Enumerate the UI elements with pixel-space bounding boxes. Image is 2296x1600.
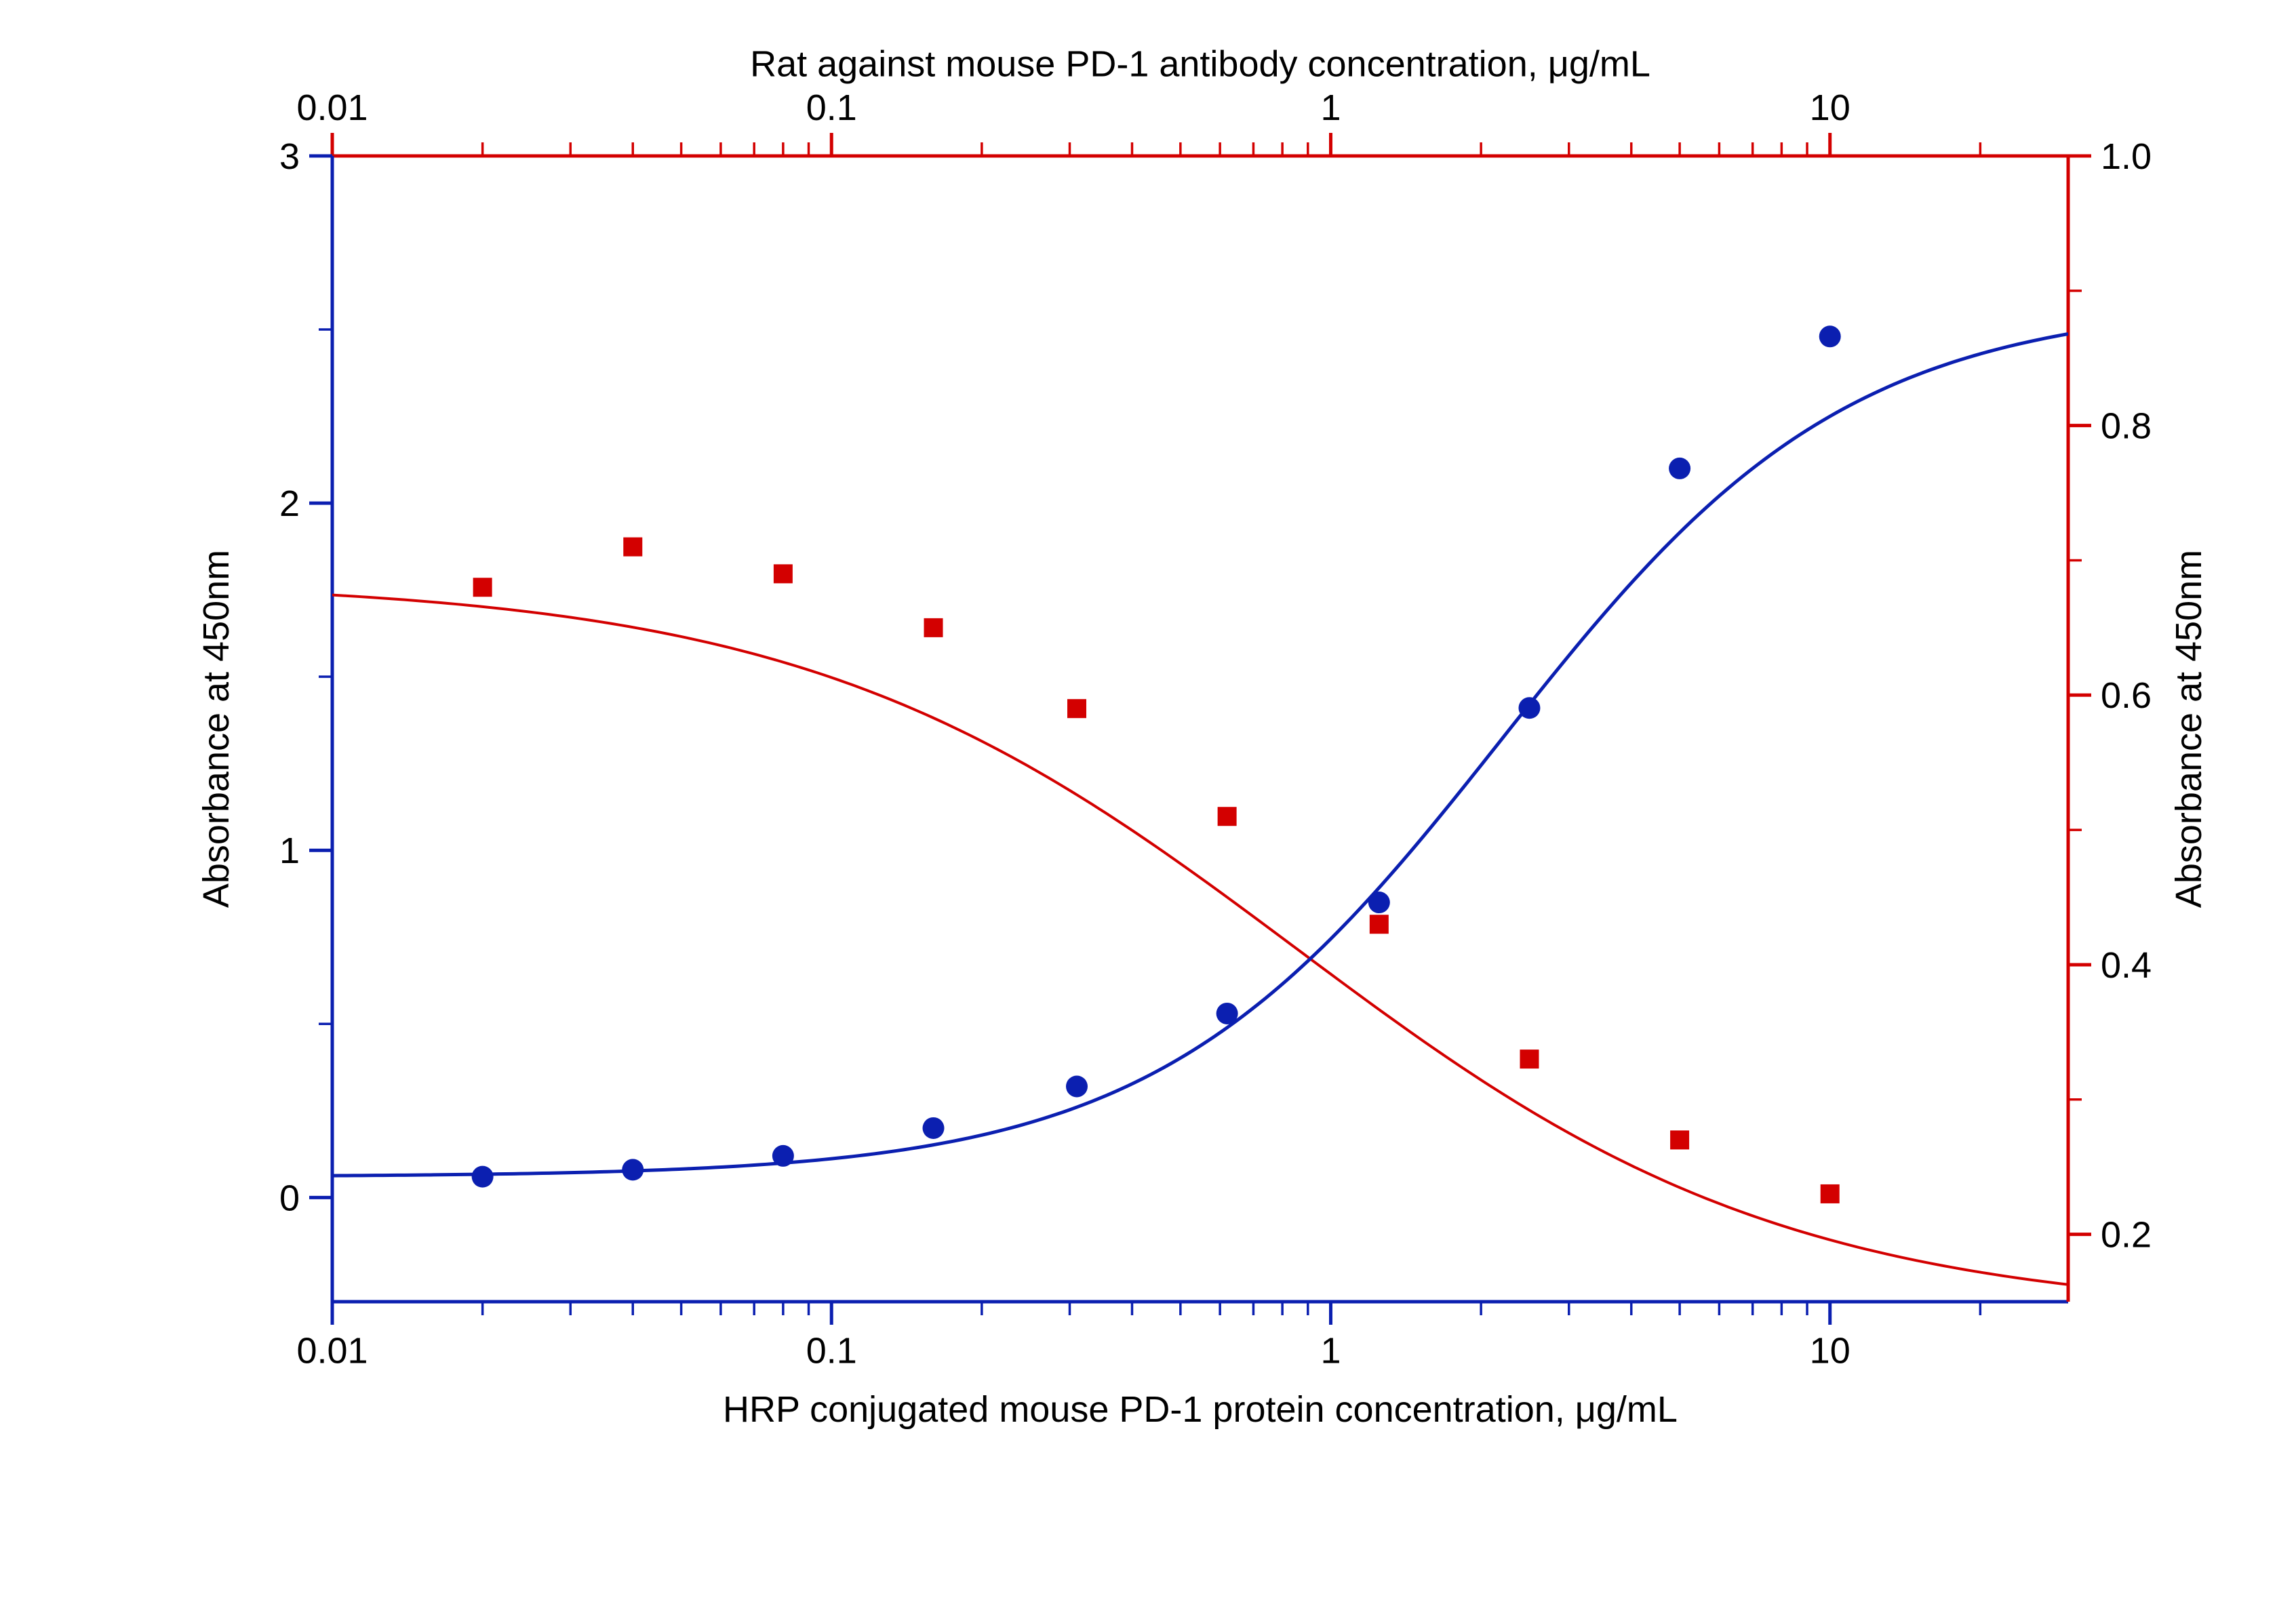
x-bottom-tick-label: 0.01 xyxy=(296,1331,368,1372)
blue-data-point xyxy=(1819,325,1841,347)
x-bottom-tick-label: 0.1 xyxy=(806,1331,857,1372)
blue-fit-curve xyxy=(332,334,2068,1176)
x-top-tick-label: 0.1 xyxy=(806,87,857,128)
blue-data-point xyxy=(1518,697,1540,719)
red-data-point xyxy=(473,578,492,597)
y-right-tick-label: 1.0 xyxy=(2101,136,2152,177)
y-left-tick-label: 1 xyxy=(279,831,300,871)
red-data-point xyxy=(623,538,642,557)
red-data-point xyxy=(1821,1184,1840,1203)
y-left-tick-label: 3 xyxy=(279,136,300,177)
x-top-tick-label: 0.01 xyxy=(296,87,368,128)
chart-svg: 0.010.1110HRP conjugated mouse PD-1 prot… xyxy=(0,0,2296,1600)
y-left-tick-label: 0 xyxy=(279,1178,300,1218)
red-data-point xyxy=(1520,1049,1539,1068)
red-data-point xyxy=(1670,1130,1689,1149)
x-bottom-tick-label: 1 xyxy=(1320,1331,1341,1372)
y-left-axis-label: Absorbance at 450nm xyxy=(196,550,237,908)
red-data-point xyxy=(1067,699,1086,718)
blue-data-point xyxy=(472,1166,494,1188)
blue-data-point xyxy=(772,1145,794,1167)
blue-data-point xyxy=(1669,458,1690,479)
blue-data-point xyxy=(923,1117,945,1139)
y-right-tick-label: 0.4 xyxy=(2101,945,2152,986)
blue-data-point xyxy=(622,1159,644,1180)
chart-container: 0.010.1110HRP conjugated mouse PD-1 prot… xyxy=(0,0,2296,1600)
blue-data-point xyxy=(1216,1003,1238,1024)
y-left-tick-label: 2 xyxy=(279,483,300,524)
red-data-point xyxy=(1218,807,1237,826)
x-bottom-tick-label: 10 xyxy=(1810,1331,1850,1372)
x-top-tick-label: 1 xyxy=(1320,87,1341,128)
blue-data-point xyxy=(1368,892,1390,913)
red-data-point xyxy=(1370,915,1389,934)
x-bottom-axis-label: HRP conjugated mouse PD-1 protein concen… xyxy=(723,1389,1678,1430)
y-right-tick-label: 0.6 xyxy=(2101,675,2152,716)
blue-data-point xyxy=(1066,1075,1088,1097)
red-data-point xyxy=(774,564,793,583)
x-top-tick-label: 10 xyxy=(1810,87,1850,128)
red-data-point xyxy=(924,618,943,637)
y-right-tick-label: 0.2 xyxy=(2101,1214,2152,1255)
red-fit-curve xyxy=(332,595,2068,1285)
x-top-axis-label: Rat against mouse PD-1 antibody concentr… xyxy=(750,43,1650,84)
y-right-tick-label: 0.8 xyxy=(2101,406,2152,447)
y-right-axis-label: Absorbance at 450nm xyxy=(2169,550,2209,908)
